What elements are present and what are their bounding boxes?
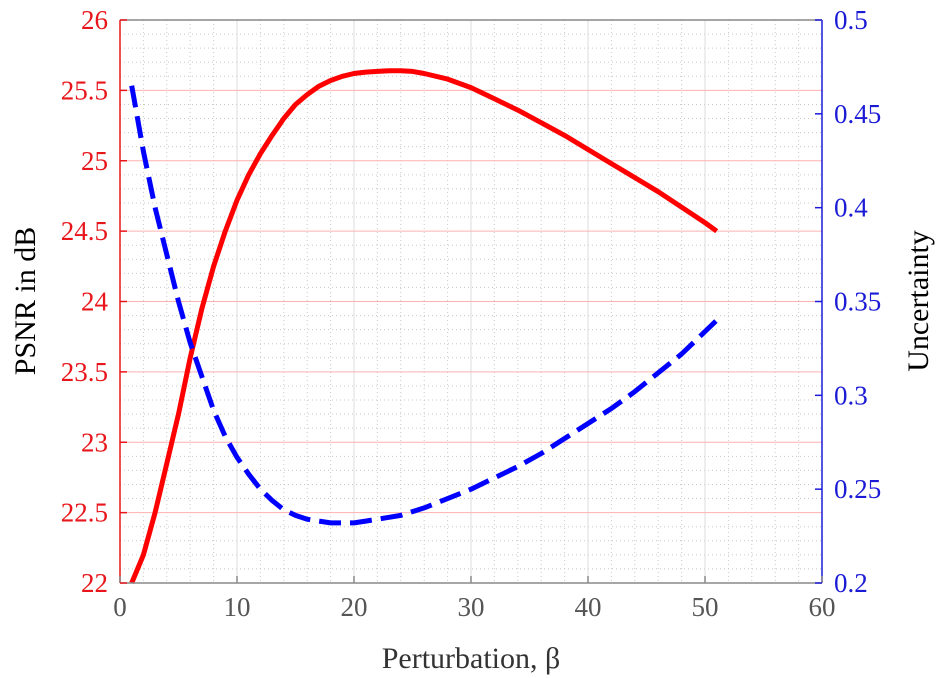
series-layer — [129, 68, 719, 584]
y-left-tick-label: 24 — [81, 287, 109, 317]
y-axis-left-label: PSNR in dB — [9, 227, 42, 375]
y-left-tick-label: 22 — [81, 568, 108, 598]
y-left-tick-label: 26 — [81, 5, 108, 35]
x-tick-label: 40 — [575, 592, 602, 622]
ticks-layer: 0 10 20 30 40 50 60 22 22.5 23 23.5 24 24.5 25 25.5 26 0… — [61, 5, 882, 622]
y-right-tick-label: 0.2 — [834, 568, 868, 598]
y-left-tick-label: 23 — [81, 427, 108, 457]
x-axis-label: Perturbation, β — [382, 642, 561, 675]
y-right-tick-label: 0.5 — [834, 5, 868, 35]
y-left-tick-label: 25.5 — [61, 75, 108, 105]
y-left-tick-label: 25 — [81, 146, 108, 176]
x-tick-label: 10 — [224, 592, 251, 622]
y-right-tick-label: 0.45 — [834, 99, 881, 129]
y-left-tick-label: 24.5 — [61, 216, 108, 246]
uncertainty-series-line — [129, 85, 719, 526]
x-tick-label: 50 — [692, 592, 719, 622]
psnr-series-line — [129, 68, 719, 584]
x-tick-label: 20 — [341, 592, 368, 622]
y-right-tick-label: 0.25 — [834, 474, 881, 504]
x-tick-label: 30 — [458, 592, 485, 622]
y-left-tick-label: 23.5 — [61, 357, 108, 387]
x-tick-label: 60 — [809, 592, 836, 622]
y-left-tick-label: 22.5 — [61, 498, 108, 528]
y-right-tick-label: 0.4 — [834, 193, 868, 223]
x-tick-label: 0 — [113, 592, 127, 622]
y-right-tick-label: 0.3 — [834, 380, 868, 410]
y-axis-right-label: Uncertainty — [902, 230, 935, 372]
y-right-tick-label: 0.35 — [834, 287, 881, 317]
